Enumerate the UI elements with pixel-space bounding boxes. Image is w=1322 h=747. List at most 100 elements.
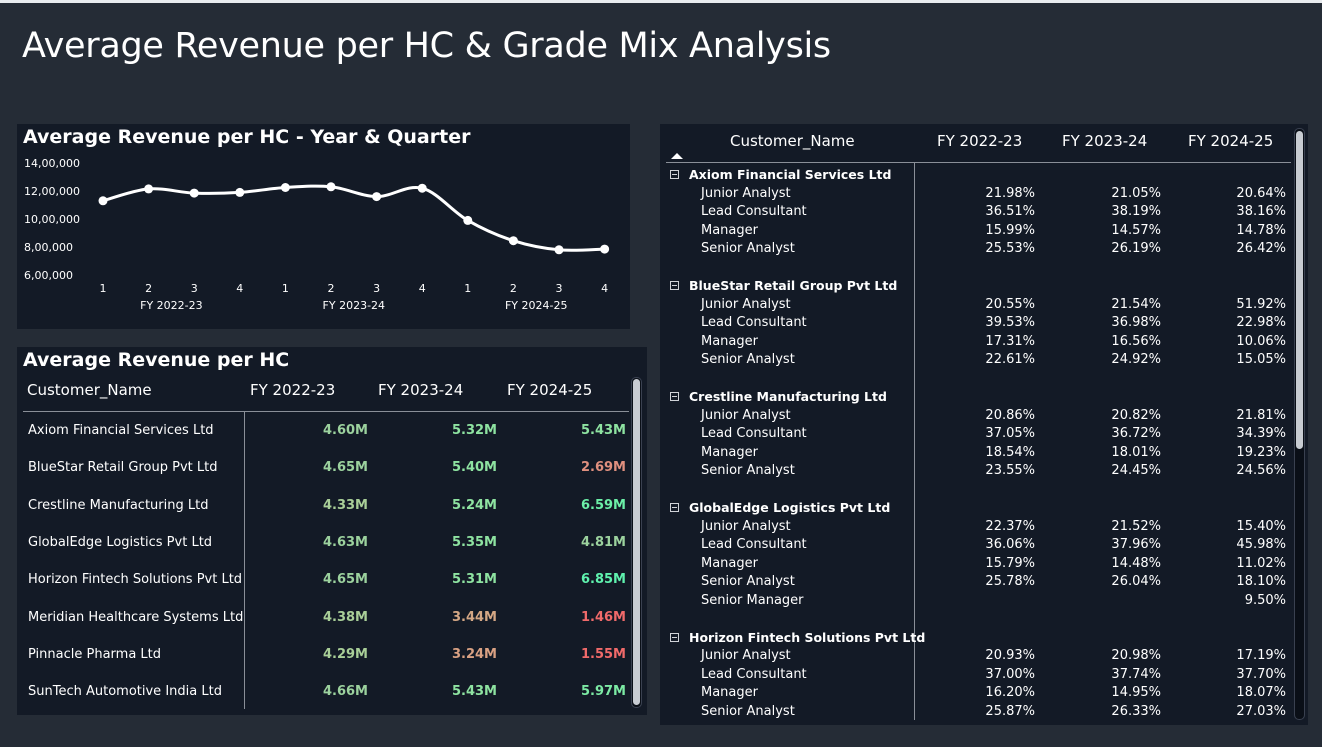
matrix-scrollbar-thumb[interactable]: [1296, 131, 1303, 449]
x-tick-quarter: 2: [510, 282, 517, 295]
data-point[interactable]: [189, 188, 199, 198]
table-row-name[interactable]: BlueStar Retail Group Pvt Ltd: [28, 460, 218, 476]
matrix-subrow-label[interactable]: Manager: [701, 333, 758, 349]
matrix-group-row[interactable]: Horizon Fintech Solutions Pvt Ltd: [670, 630, 925, 645]
table-cell-value: 4.38M: [322, 609, 368, 625]
y-tick-label: 6,00,000: [24, 269, 73, 282]
matrix-subrow-label[interactable]: Senior Analyst: [701, 574, 795, 590]
matrix-subrow-label[interactable]: Lead Consultant: [701, 426, 807, 442]
matrix-cell-value: 26.04%: [1111, 574, 1161, 590]
matrix-subrow-label[interactable]: Manager: [701, 222, 758, 238]
matrix-subrow-label[interactable]: Lead Consultant: [701, 537, 807, 553]
matrix-subrow-label[interactable]: Junior Analyst: [701, 185, 791, 201]
matrix-cell-value: 38.19%: [1111, 204, 1161, 220]
matrix-scrollbar[interactable]: [1294, 128, 1305, 720]
data-point[interactable]: [235, 187, 245, 197]
matrix-subrow-label[interactable]: Manager: [701, 685, 758, 701]
table-row-name[interactable]: GlobalEdge Logistics Pvt Ltd: [28, 534, 213, 550]
matrix-cell-value: 22.37%: [985, 518, 1035, 534]
table-row-name[interactable]: Pinnacle Pharma Ltd: [28, 646, 162, 662]
matrix-cell-value: 16.56%: [1111, 333, 1161, 349]
matrix-subrow-label[interactable]: Senior Analyst: [701, 241, 795, 257]
collapse-icon[interactable]: [670, 632, 679, 642]
matrix-header-fy2022[interactable]: FY 2022-23: [937, 132, 1023, 150]
table-row-name[interactable]: SunTech Automotive India Ltd: [28, 684, 222, 700]
data-point[interactable]: [280, 183, 290, 192]
matrix-subrow-label[interactable]: Lead Consultant: [701, 315, 807, 331]
matrix-cell-value: 18.54%: [985, 444, 1035, 460]
matrix-subrow-label[interactable]: Lead Consultant: [701, 204, 807, 220]
table-row-name[interactable]: Axiom Financial Services Ltd: [28, 423, 214, 438]
matrix-subrow-label[interactable]: Senior Manager: [701, 593, 804, 608]
matrix-subrow-label[interactable]: Lead Consultant: [701, 666, 807, 682]
x-tick-year: FY 2024-25: [505, 299, 568, 312]
line-chart-panel[interactable]: Average Revenue per HC - Year & Quarter …: [17, 124, 630, 329]
collapse-icon[interactable]: [670, 170, 679, 179]
header-divider: [23, 411, 629, 412]
column-header-fy2023[interactable]: FY 2023-24: [378, 381, 464, 399]
matrix-cell-value: 24.56%: [1236, 463, 1286, 479]
matrix-header-fy2023[interactable]: FY 2023-24: [1062, 132, 1148, 150]
page-title: Average Revenue per HC & Grade Mix Analy…: [22, 26, 831, 66]
matrix-group-row[interactable]: Axiom Financial Services Ltd: [670, 167, 891, 182]
matrix-cell-value: 51.92%: [1236, 296, 1286, 312]
matrix-header-fy2024[interactable]: FY 2024-25: [1188, 132, 1274, 150]
table-cell-value: 6.85M: [580, 572, 626, 588]
column-header-fy2024[interactable]: FY 2024-25: [507, 381, 593, 399]
data-point[interactable]: [600, 244, 610, 254]
table-scrollbar[interactable]: [631, 377, 642, 708]
matrix-subrow-label[interactable]: Junior Analyst: [701, 407, 791, 423]
matrix-subrow-label[interactable]: Junior Analyst: [701, 518, 791, 534]
matrix-cell-value: 36.72%: [1111, 426, 1161, 442]
matrix-group-row[interactable]: BlueStar Retail Group Pvt Ltd: [670, 278, 897, 293]
collapse-icon[interactable]: [670, 392, 679, 401]
matrix-group-label: Crestline Manufacturing Ltd: [689, 389, 887, 404]
sort-ascending-icon[interactable]: [671, 153, 683, 159]
data-point[interactable]: [98, 196, 108, 206]
table-cell-value: 1.46M: [580, 609, 626, 625]
matrix-subrow-label[interactable]: Senior Analyst: [701, 463, 795, 479]
matrix-cell-value: 17.19%: [1236, 648, 1286, 664]
matrix-subrow-label[interactable]: Manager: [701, 555, 758, 571]
matrix-cell-value: 20.93%: [985, 648, 1035, 664]
column-header-customer[interactable]: Customer_Name: [27, 381, 152, 399]
x-tick-quarter: 4: [601, 282, 608, 295]
matrix-subrow-label[interactable]: Senior Analyst: [701, 352, 795, 368]
matrix-column-divider: [914, 162, 915, 720]
data-point[interactable]: [554, 245, 564, 255]
data-point[interactable]: [144, 184, 154, 194]
revenue-table-panel[interactable]: Average Revenue per HC Customer_Name FY …: [17, 347, 647, 715]
collapse-icon[interactable]: [670, 281, 679, 290]
matrix-header-customer[interactable]: Customer_Name: [730, 132, 855, 150]
matrix-group-row[interactable]: GlobalEdge Logistics Pvt Ltd: [670, 500, 890, 515]
matrix-cell-value: 21.81%: [1236, 407, 1286, 423]
data-point[interactable]: [326, 182, 336, 192]
grade-mix-matrix-panel[interactable]: Customer_Name FY 2022-23 FY 2023-24 FY 2…: [660, 124, 1308, 725]
matrix-group-row[interactable]: Crestline Manufacturing Ltd: [670, 389, 887, 404]
matrix-cell-value: 14.78%: [1236, 222, 1286, 238]
matrix-subrow-label[interactable]: Manager: [701, 444, 758, 460]
matrix-cell-value: 26.42%: [1236, 241, 1286, 257]
matrix-subrow-label[interactable]: Junior Analyst: [701, 296, 791, 312]
table-row-name[interactable]: Meridian Healthcare Systems Ltd: [28, 609, 244, 625]
matrix-subrow-label[interactable]: Junior Analyst: [701, 648, 791, 664]
table-cell-value: 4.66M: [322, 684, 368, 700]
x-tick-quarter: 2: [145, 282, 152, 295]
table-scrollbar-thumb[interactable]: [633, 379, 640, 705]
matrix-subrow-label[interactable]: Senior Analyst: [701, 704, 795, 719]
column-header-fy2022[interactable]: FY 2022-23: [250, 381, 336, 399]
data-point[interactable]: [463, 215, 473, 225]
matrix-group-label: Horizon Fintech Solutions Pvt Ltd: [689, 629, 926, 645]
table-cell-value: 5.40M: [451, 460, 497, 476]
table-row-name[interactable]: Horizon Fintech Solutions Pvt Ltd: [28, 572, 243, 588]
matrix-cell-value: 38.16%: [1236, 204, 1286, 220]
data-point[interactable]: [372, 192, 382, 202]
matrix-cell-value: 14.57%: [1111, 222, 1161, 238]
data-point[interactable]: [508, 236, 518, 246]
data-point[interactable]: [417, 183, 427, 193]
matrix-cell-value: 16.20%: [985, 685, 1035, 701]
collapse-icon[interactable]: [670, 503, 679, 512]
y-tick-label: 14,00,000: [24, 157, 80, 170]
matrix-cell-value: 26.19%: [1111, 241, 1161, 257]
table-row-name[interactable]: Crestline Manufacturing Ltd: [28, 497, 209, 513]
